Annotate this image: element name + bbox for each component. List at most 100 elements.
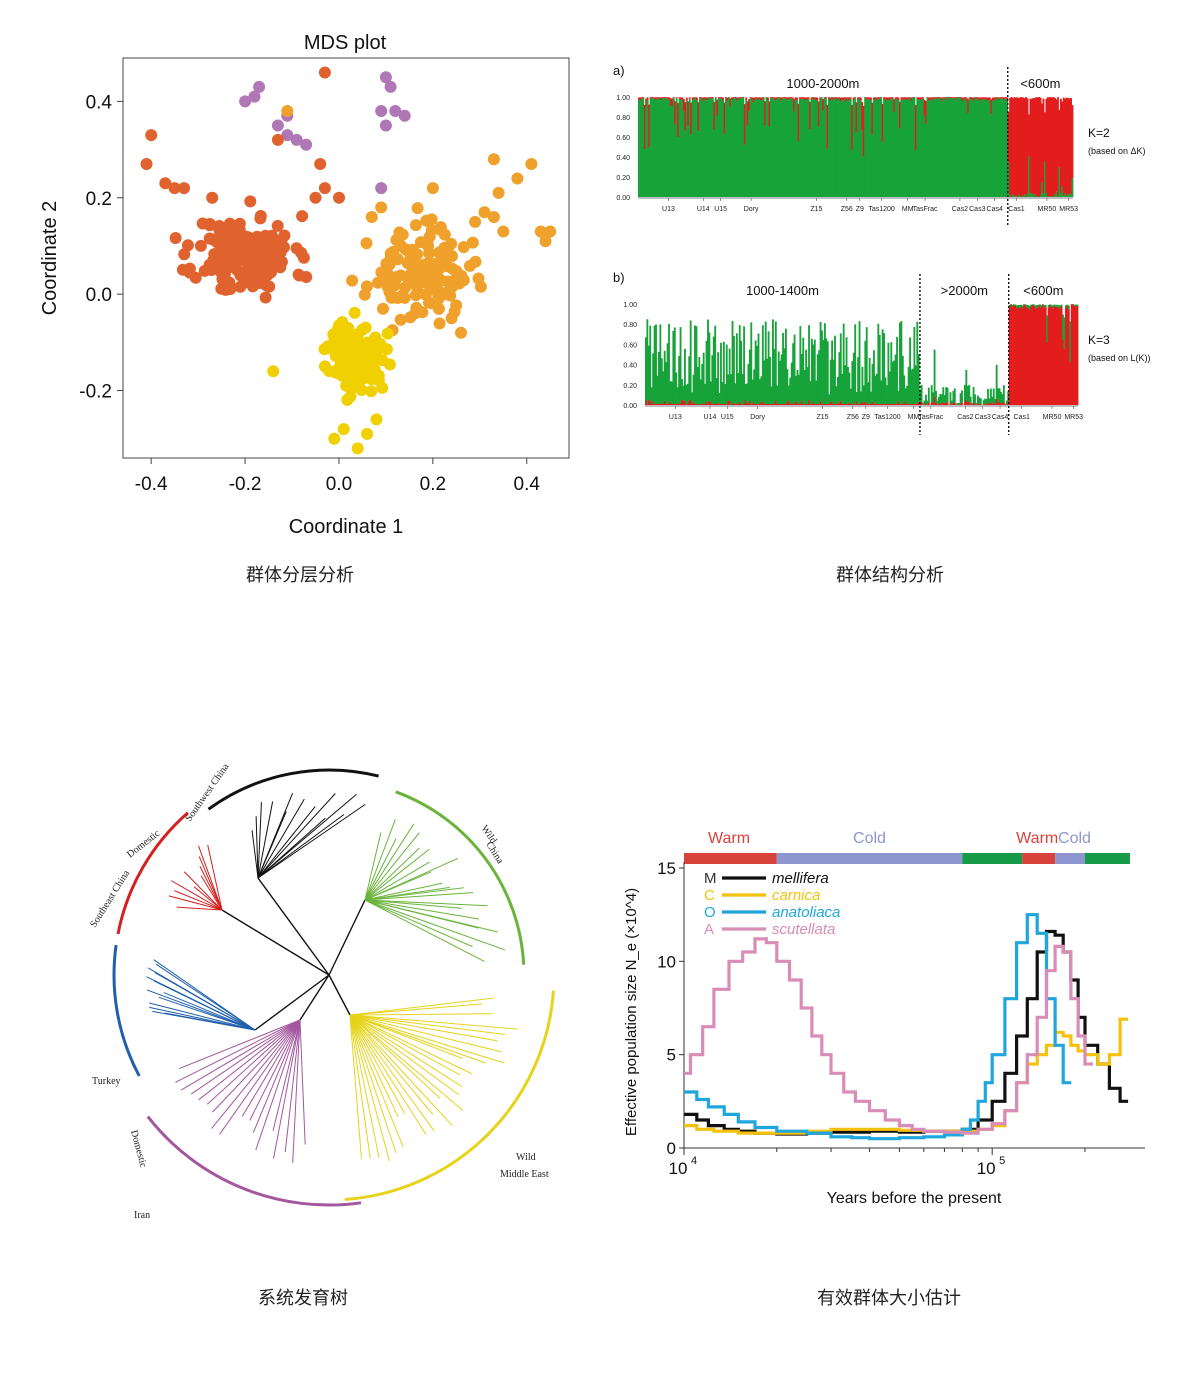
structure-bar [875,403,878,405]
structure-bar [855,392,858,402]
mds-point-cluster-orange [198,264,211,277]
structure-bar [787,97,790,100]
structure-bar [1069,362,1072,405]
structure-bar [954,97,956,100]
ne-y-tick-label: 15 [657,859,676,878]
structure-bar [666,343,669,404]
structure-bar [971,403,974,405]
mds-point-cluster-lightorange [445,312,458,325]
structure-bar [1032,97,1035,195]
structure-bar [645,106,648,197]
structure-bar [865,99,868,197]
structure-bar [646,97,649,100]
structure-bar [1057,305,1060,308]
structure-bar [940,403,943,405]
structure-bar [652,401,655,405]
structure-bar [773,348,776,404]
structure-bar [916,403,919,405]
structure-bar [998,388,1001,403]
ne-line-anatoliaca [684,913,1072,1141]
structure-bar [991,97,994,101]
mds-point-cluster-lightorange [425,213,438,226]
structure-bar [744,400,747,405]
tree-branch [349,1014,441,1099]
structure-bar [878,97,881,99]
structure-bar [1071,105,1074,179]
structure-bar [682,385,685,401]
tree-branch [257,793,336,879]
structure-bar [997,402,1000,405]
structure-bar [952,97,955,197]
structure-bar [689,400,692,405]
structure-bar [1056,306,1059,405]
structure-bar [816,100,819,197]
structure-bar [772,98,775,197]
structure-bar [774,321,777,401]
structure-bar [907,366,910,404]
structure-bar [729,106,732,197]
structure-bar [847,366,849,404]
structure-bar [883,99,885,197]
structure-x-label: MM [902,206,914,213]
structure-bar [998,402,1001,405]
structure-bar [881,103,884,142]
structure-bar [676,387,679,404]
structure-bar [978,403,981,405]
structure-x-label: MR50 [1038,206,1057,213]
structure-bar [891,361,894,404]
structure-bar [804,97,807,101]
tree-branch [349,1014,404,1148]
mds-point-cluster-lightorange [423,230,436,243]
structure-bar [1073,304,1076,307]
structure-bar [760,376,763,402]
mds-x-tick-label: -0.4 [135,474,168,495]
caption-mds: 群体分层分析 [246,565,354,586]
structure-bar [1013,304,1015,405]
structure-bar [731,320,734,404]
mds-point-cluster-lightorange [466,236,479,249]
structure-bar [1065,308,1067,405]
structure-bar [1005,400,1008,405]
structure-bar [823,97,826,197]
structure-bar [1014,306,1017,405]
structure-bar [1012,98,1014,195]
structure-bar [844,403,847,405]
structure-bar [984,398,987,405]
structure-bar [935,99,938,197]
structure-bar [659,100,662,197]
structure-bar [803,97,806,99]
structure-bar [816,97,819,101]
mds-point-cluster-lightorange [409,219,422,232]
structure-bar [935,97,938,99]
structure-bar [994,404,997,405]
structure-bar [965,100,968,197]
structure-bar [977,98,980,197]
structure-bar [785,328,787,404]
structure-bar [910,97,913,101]
structure-bar [916,99,919,197]
structure-bar [874,403,877,405]
mds-point-cluster-lightorange [375,201,388,214]
structure-bar [896,403,898,405]
structure-bar [831,340,834,402]
structure-bar [806,366,809,404]
structure-bar [716,99,719,116]
structure-bar [665,362,668,404]
mds-point-cluster-lightorange [411,202,424,215]
structure-bar [1052,308,1054,405]
structure-bar [975,402,978,405]
structure-bar [901,97,904,100]
structure-bar [968,97,971,100]
structure-bar [808,400,810,405]
structure-bar [774,97,777,101]
structure-bar [796,403,799,405]
mds-point-cluster-lightorange [360,280,373,293]
structure-x-label: Z9 [862,414,870,421]
structure-bar [691,100,694,197]
structure-bar [971,99,974,197]
structure-bar [1015,97,1017,196]
structure-bar [684,130,687,197]
mds-point-cluster-orange [318,66,331,79]
structure-bar [983,98,985,197]
structure-bar [917,354,920,402]
